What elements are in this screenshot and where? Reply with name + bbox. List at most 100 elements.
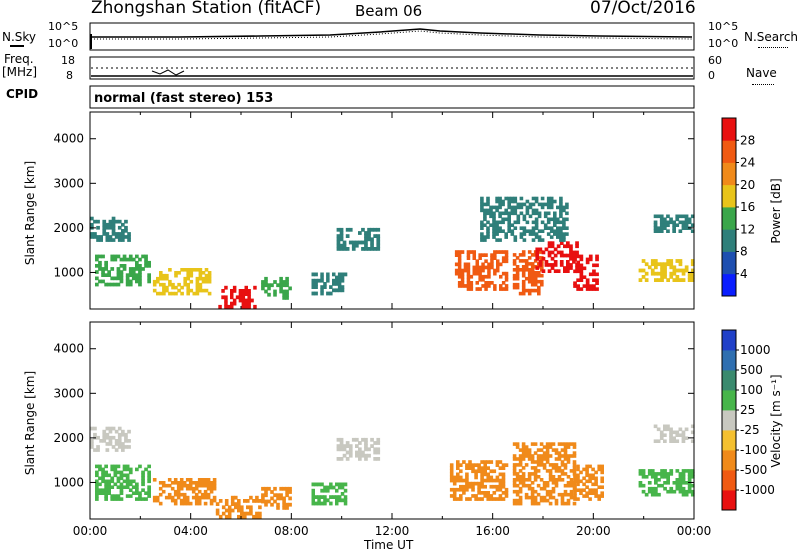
power-pixel	[519, 232, 524, 236]
power-pixel	[113, 257, 118, 262]
velocity-pixel	[483, 472, 487, 477]
power-pixel	[475, 262, 479, 267]
power-pixel	[553, 211, 557, 216]
velocity-pixel	[594, 470, 598, 475]
power-pixel	[101, 270, 105, 274]
velocity-pixel	[560, 495, 565, 500]
power-pixel	[527, 291, 532, 296]
velocity-colorbar-tick-label: 1000	[740, 343, 771, 357]
velocity-pixel	[285, 493, 289, 498]
velocity-pixel	[576, 476, 580, 481]
velocity-pixel	[107, 482, 111, 487]
power-pixel	[516, 220, 521, 225]
velocity-pixel	[128, 467, 133, 472]
power-pixel	[507, 229, 511, 233]
power-pixel	[659, 223, 664, 227]
power-pixel	[690, 214, 695, 219]
power-pixel	[516, 205, 521, 210]
power-pixel	[472, 271, 476, 276]
velocity-pixel	[111, 445, 116, 449]
velocity-pixel	[551, 489, 556, 494]
power-pixel	[135, 276, 139, 281]
velocity-region-1	[95, 464, 151, 501]
velocity-pixel	[101, 476, 105, 481]
velocity-pixel	[489, 460, 494, 464]
power-pixel	[565, 211, 569, 216]
velocity-pixel	[471, 494, 475, 498]
power-pixel	[489, 223, 493, 227]
velocity-pixel	[569, 454, 574, 458]
power-pixel	[562, 220, 566, 225]
nave-label: Nave	[746, 66, 777, 80]
power-pixel	[672, 268, 677, 273]
power-pixel	[238, 289, 243, 293]
velocity-pixel	[545, 489, 550, 494]
velocity-pixel	[579, 491, 583, 495]
power-pixel	[663, 223, 667, 227]
velocity-pixel	[477, 463, 481, 467]
power-pixel	[654, 262, 658, 267]
velocity-pixel	[527, 448, 532, 452]
y-tick-label: 4000	[53, 342, 84, 356]
power-pixel	[669, 275, 674, 279]
velocity-pixel	[276, 496, 280, 501]
velocity-pixel	[498, 478, 503, 483]
power-colorbar-swatch	[722, 273, 736, 297]
velocity-pixel	[527, 472, 532, 476]
velocity-pixel	[185, 498, 190, 503]
velocity-pixel	[452, 497, 457, 501]
velocity-pixel	[539, 442, 544, 446]
power-pixel	[279, 289, 283, 294]
power-pixel	[463, 265, 468, 270]
power-pixel	[666, 262, 670, 267]
power-pixel	[285, 280, 289, 284]
power-pixel	[553, 214, 557, 219]
velocity-pixel	[521, 445, 526, 449]
power-pixel	[524, 262, 529, 266]
velocity-pixel	[600, 467, 604, 472]
power-pixel	[364, 243, 368, 248]
power-pixel	[131, 276, 136, 281]
velocity-pixel	[515, 442, 520, 446]
velocity-pixel	[687, 489, 692, 494]
velocity-pixel	[336, 447, 341, 452]
velocity-pixel	[358, 441, 362, 445]
power-pixel	[569, 266, 573, 270]
velocity-pixel	[675, 486, 680, 491]
power-pixel	[189, 271, 194, 275]
power-pixel	[480, 220, 484, 225]
velocity-pixel	[666, 481, 670, 485]
power-pixel	[499, 262, 503, 267]
velocity-pixel	[209, 483, 214, 488]
velocity-pixel	[326, 488, 330, 493]
power-pixel	[469, 281, 474, 285]
velocity-pixel	[243, 514, 247, 519]
power-pixel	[337, 288, 342, 293]
power-pixel	[460, 277, 465, 282]
velocity-pixel	[364, 441, 368, 445]
power-pixel	[484, 265, 488, 270]
freq-strip-frame	[89, 56, 695, 80]
power-pixel	[492, 205, 496, 210]
power-pixel	[684, 268, 689, 273]
velocity-pixel	[663, 433, 667, 437]
velocity-pixel	[560, 454, 565, 458]
power-pixel	[525, 220, 530, 225]
power-pixel	[177, 288, 181, 293]
power-pixel	[314, 285, 318, 289]
velocity-pixel	[545, 498, 550, 503]
velocity-pixel	[158, 486, 163, 491]
power-pixel	[460, 281, 465, 285]
power-pixel	[510, 223, 515, 227]
velocity-pixel	[566, 460, 571, 464]
velocity-pixel	[449, 469, 454, 474]
velocity-pixel	[116, 464, 121, 469]
power-pixel	[675, 217, 680, 222]
power-pixel	[534, 211, 539, 216]
power-pixel	[572, 260, 576, 264]
power-pixel	[466, 284, 471, 288]
power-pixel	[230, 292, 234, 296]
power-pixel	[135, 279, 139, 284]
power-pixel	[457, 250, 462, 254]
power-pixel	[527, 288, 532, 293]
